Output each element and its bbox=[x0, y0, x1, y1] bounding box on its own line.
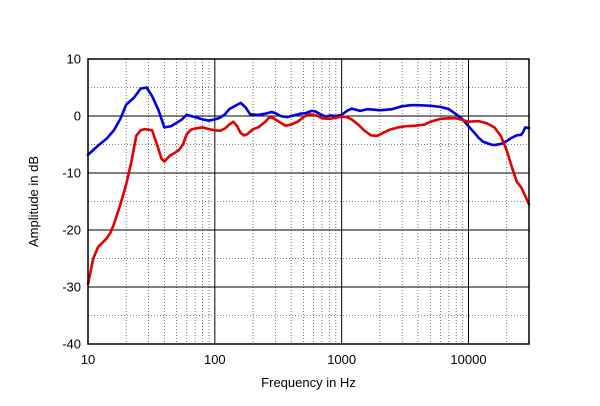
x-tick-label: 100 bbox=[204, 352, 226, 367]
y-tick-labels: 10 0 -10 -20 -30 -40 bbox=[62, 52, 81, 352]
x-tick-label: 10000 bbox=[450, 352, 486, 367]
y-tick-label: -20 bbox=[62, 223, 81, 238]
y-axis-title: Amplitude in dB bbox=[26, 156, 41, 247]
x-tick-label: 1000 bbox=[327, 352, 356, 367]
y-tick-label: 10 bbox=[67, 52, 81, 67]
series-line-2 bbox=[86, 112, 531, 286]
x-axis-title: Frequency in Hz bbox=[261, 375, 356, 390]
x-tick-labels: 10 100 1000 10000 bbox=[81, 352, 487, 367]
grid bbox=[88, 59, 529, 344]
plot-frame bbox=[87, 58, 530, 345]
y-tick-label: -10 bbox=[62, 166, 81, 181]
y-tick-label: -40 bbox=[62, 337, 81, 352]
series-lines bbox=[86, 86, 531, 286]
series-line-1 bbox=[86, 86, 531, 157]
x-tick-label: 10 bbox=[81, 352, 95, 367]
y-tick-label: 0 bbox=[74, 109, 81, 124]
y-tick-label: -30 bbox=[62, 280, 81, 295]
